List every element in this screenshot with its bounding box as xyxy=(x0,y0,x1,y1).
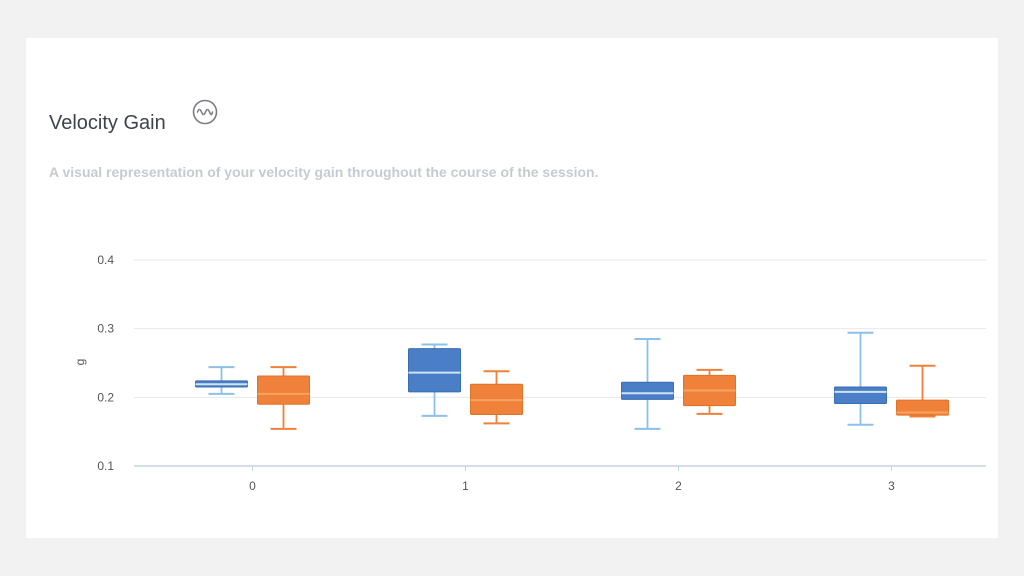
box-blue-0 xyxy=(195,366,248,395)
grid-lines xyxy=(134,259,986,467)
x-tick-label: 2 xyxy=(675,479,682,493)
box-body xyxy=(257,375,310,405)
chart-card: Velocity Gain A visual representation of… xyxy=(26,38,998,538)
y-tick-label: 0.2 xyxy=(97,390,114,404)
box-body xyxy=(408,348,461,393)
box-blue-3 xyxy=(834,331,887,426)
box-body xyxy=(621,381,674,400)
box-orange-0 xyxy=(257,366,310,430)
box-orange-2 xyxy=(683,368,736,415)
y-tick-label: 0.1 xyxy=(97,459,114,473)
x-axis-ticks: 0 1 2 3 xyxy=(249,466,895,493)
box-series xyxy=(195,331,949,430)
box-body xyxy=(896,399,949,416)
box-orange-3 xyxy=(896,364,949,418)
box-orange-1 xyxy=(470,370,523,425)
box-blue-2 xyxy=(621,337,674,430)
x-tick-label: 3 xyxy=(888,479,895,493)
y-tick-label: 0.4 xyxy=(97,253,114,267)
y-axis-label: g xyxy=(73,359,87,366)
box-blue-1 xyxy=(408,343,461,417)
y-axis-ticks: 0.1 0.2 0.3 0.4 xyxy=(97,253,114,473)
subtitle: A visual representation of your velocity… xyxy=(49,164,599,180)
x-tick-label: 0 xyxy=(249,479,256,493)
box-body xyxy=(834,386,887,405)
x-tick-label: 1 xyxy=(462,479,469,493)
y-tick-label: 0.3 xyxy=(97,322,114,336)
page-title: Velocity Gain xyxy=(49,112,166,134)
waveform-circle-icon[interactable] xyxy=(192,99,218,125)
